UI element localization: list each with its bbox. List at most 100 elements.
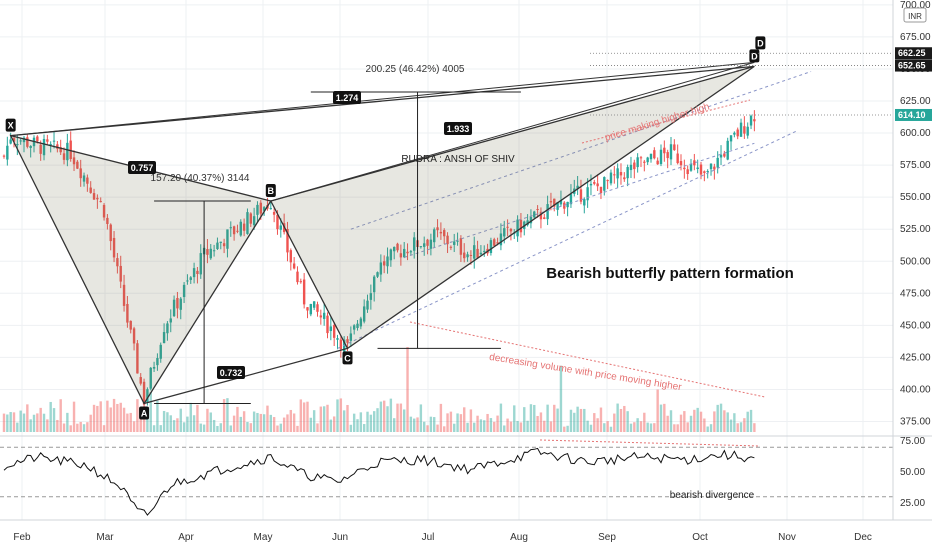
candle-body bbox=[366, 300, 369, 310]
candle-body bbox=[453, 241, 456, 245]
volume-bar bbox=[449, 411, 453, 432]
price-axis-label: 575.00 bbox=[900, 160, 931, 171]
volume-bar bbox=[629, 423, 633, 432]
candle-body bbox=[503, 228, 506, 237]
month-label: Nov bbox=[778, 532, 796, 543]
candle-body bbox=[576, 185, 579, 190]
volume-bar bbox=[513, 405, 516, 432]
channel-lower-line bbox=[337, 130, 798, 349]
volume-bar bbox=[159, 425, 162, 432]
candle-body bbox=[496, 242, 499, 244]
candle-body bbox=[219, 241, 222, 243]
candle-body bbox=[159, 344, 162, 359]
candle-body bbox=[536, 209, 539, 211]
candle-body bbox=[716, 157, 719, 168]
candle-body bbox=[409, 251, 413, 253]
candle-body bbox=[312, 301, 316, 308]
candle-body bbox=[2, 155, 6, 157]
volume-bar bbox=[229, 425, 232, 432]
volume-bar bbox=[453, 423, 456, 432]
candle-body bbox=[152, 367, 156, 369]
volume-bar bbox=[162, 410, 166, 432]
candle-body bbox=[476, 248, 479, 258]
volume-bar bbox=[566, 425, 569, 432]
candle-body bbox=[26, 137, 29, 147]
volume-bar bbox=[226, 398, 229, 432]
volume-bar bbox=[356, 419, 359, 432]
volume-bar bbox=[252, 411, 256, 432]
price-axis-label: 450.00 bbox=[900, 320, 931, 331]
candle-body bbox=[126, 303, 129, 323]
candle-body bbox=[473, 245, 476, 259]
volume-bar bbox=[549, 421, 553, 432]
candle-body bbox=[52, 140, 56, 142]
candle-body bbox=[172, 299, 176, 317]
volume-bar bbox=[456, 413, 459, 432]
point-label-a: A bbox=[141, 409, 148, 419]
volume-bar bbox=[713, 411, 716, 432]
candle-body bbox=[586, 187, 589, 201]
candle-body bbox=[182, 284, 186, 298]
candle-body bbox=[569, 194, 573, 205]
volume-bar bbox=[593, 413, 596, 432]
candle-body bbox=[106, 217, 109, 224]
volume-bar bbox=[119, 402, 122, 432]
candle-body bbox=[62, 153, 66, 160]
volume-bar bbox=[489, 418, 493, 432]
volume-bar bbox=[282, 417, 286, 432]
candle-body bbox=[142, 381, 146, 405]
candle-body bbox=[559, 200, 563, 205]
candle-body bbox=[272, 211, 276, 215]
candle-body bbox=[229, 227, 232, 229]
candle-body bbox=[186, 280, 189, 282]
volume-bar bbox=[99, 401, 102, 432]
volume-bar bbox=[149, 392, 152, 432]
candle-body bbox=[566, 201, 569, 208]
candle-body bbox=[112, 237, 116, 258]
volume-bar bbox=[312, 410, 316, 432]
volume-bar bbox=[349, 424, 353, 432]
candle-body bbox=[673, 144, 676, 151]
volume-bar bbox=[62, 423, 66, 432]
volume-bar bbox=[596, 418, 599, 432]
volume-bar bbox=[723, 410, 726, 432]
volume-bar bbox=[2, 413, 6, 432]
candle-body bbox=[256, 204, 259, 215]
volume-bar bbox=[429, 416, 433, 432]
volume-bar bbox=[663, 403, 666, 432]
candle-body bbox=[39, 144, 42, 154]
volume-bar bbox=[146, 414, 149, 432]
volume-bar bbox=[116, 403, 119, 432]
candle-body bbox=[362, 306, 366, 322]
volume-bar bbox=[326, 404, 329, 432]
candle-body bbox=[593, 182, 596, 184]
month-label: Jun bbox=[332, 532, 348, 543]
candle-body bbox=[176, 297, 179, 309]
candle-body bbox=[659, 149, 663, 165]
volume-bar bbox=[169, 415, 172, 432]
candle-body bbox=[249, 213, 252, 224]
candle-body bbox=[309, 303, 313, 315]
price-tag-box bbox=[895, 59, 932, 72]
channel-mid-line bbox=[404, 142, 755, 258]
measure-label-ab: 157.20 (40.37%) 3144 bbox=[151, 173, 250, 184]
candle-body bbox=[459, 238, 463, 255]
candle-body bbox=[279, 225, 283, 230]
candle-body bbox=[469, 255, 473, 257]
candle-body bbox=[746, 126, 749, 136]
candle-body bbox=[296, 271, 299, 283]
volume-bar bbox=[689, 415, 693, 432]
candle-body bbox=[372, 276, 376, 293]
currency-badge-label: INR bbox=[908, 12, 922, 21]
volume-bar bbox=[29, 419, 32, 432]
price-axis-label: 500.00 bbox=[900, 256, 931, 267]
volume-bar bbox=[296, 425, 299, 432]
candle-body bbox=[169, 318, 172, 323]
volume-bar bbox=[346, 404, 349, 432]
volume-bar bbox=[503, 425, 506, 432]
volume-bar bbox=[656, 389, 659, 432]
volume-bar bbox=[539, 412, 543, 432]
candle-body bbox=[16, 143, 19, 146]
candle-body bbox=[633, 162, 636, 170]
